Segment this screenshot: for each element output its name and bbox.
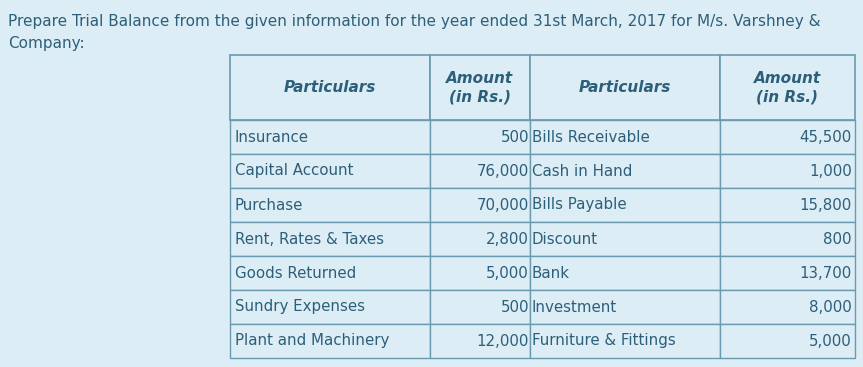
Bar <box>230 55 430 120</box>
Bar <box>720 256 855 290</box>
Text: 76,000: 76,000 <box>476 164 529 178</box>
Text: Amount
(in Rs.): Amount (in Rs.) <box>754 71 821 104</box>
Bar <box>530 256 720 290</box>
Text: Bank: Bank <box>532 265 570 280</box>
Text: Company:: Company: <box>8 36 85 51</box>
Text: 5,000: 5,000 <box>809 334 852 349</box>
Text: Bills Payable: Bills Payable <box>532 197 627 212</box>
Text: Particulars: Particulars <box>579 80 671 95</box>
Text: Cash in Hand: Cash in Hand <box>532 164 633 178</box>
Bar <box>430 290 530 324</box>
Bar <box>430 120 530 154</box>
Text: 13,700: 13,700 <box>800 265 852 280</box>
Bar <box>720 188 855 222</box>
Text: Goods Returned: Goods Returned <box>235 265 356 280</box>
Bar <box>230 256 430 290</box>
Bar <box>430 256 530 290</box>
Text: Amount
(in Rs.): Amount (in Rs.) <box>446 71 513 104</box>
Bar <box>720 290 855 324</box>
Bar <box>430 154 530 188</box>
Bar <box>530 55 720 120</box>
Bar <box>720 55 855 120</box>
Bar <box>230 188 430 222</box>
Bar <box>530 222 720 256</box>
Bar <box>230 290 430 324</box>
Bar <box>530 154 720 188</box>
Text: Particulars: Particulars <box>284 80 376 95</box>
Text: Discount: Discount <box>532 232 598 247</box>
Bar <box>530 324 720 358</box>
Bar <box>720 222 855 256</box>
Bar <box>530 188 720 222</box>
Bar <box>720 154 855 188</box>
Text: Furniture & Fittings: Furniture & Fittings <box>532 334 676 349</box>
Text: Rent, Rates & Taxes: Rent, Rates & Taxes <box>235 232 384 247</box>
Text: 500: 500 <box>501 299 529 315</box>
Text: 500: 500 <box>501 130 529 145</box>
Bar <box>430 324 530 358</box>
Bar <box>230 222 430 256</box>
Text: 8,000: 8,000 <box>809 299 852 315</box>
Text: 1,000: 1,000 <box>809 164 852 178</box>
Bar <box>230 324 430 358</box>
Text: Purchase: Purchase <box>235 197 304 212</box>
Text: Investment: Investment <box>532 299 617 315</box>
Bar <box>430 222 530 256</box>
Bar <box>720 120 855 154</box>
Bar <box>230 154 430 188</box>
Text: 800: 800 <box>823 232 852 247</box>
Text: 12,000: 12,000 <box>476 334 529 349</box>
Bar <box>230 120 430 154</box>
Bar <box>430 188 530 222</box>
Text: Insurance: Insurance <box>235 130 309 145</box>
Text: Prepare Trial Balance from the given information for the year ended 31st March, : Prepare Trial Balance from the given inf… <box>8 14 821 29</box>
Bar <box>720 324 855 358</box>
Text: Capital Account: Capital Account <box>235 164 354 178</box>
Text: 5,000: 5,000 <box>486 265 529 280</box>
Bar <box>530 290 720 324</box>
Text: Bills Receivable: Bills Receivable <box>532 130 650 145</box>
Text: Plant and Machinery: Plant and Machinery <box>235 334 389 349</box>
Bar <box>530 120 720 154</box>
Text: Sundry Expenses: Sundry Expenses <box>235 299 365 315</box>
Text: 45,500: 45,500 <box>800 130 852 145</box>
Text: 15,800: 15,800 <box>800 197 852 212</box>
Bar <box>430 55 530 120</box>
Text: 2,800: 2,800 <box>486 232 529 247</box>
Text: 70,000: 70,000 <box>476 197 529 212</box>
